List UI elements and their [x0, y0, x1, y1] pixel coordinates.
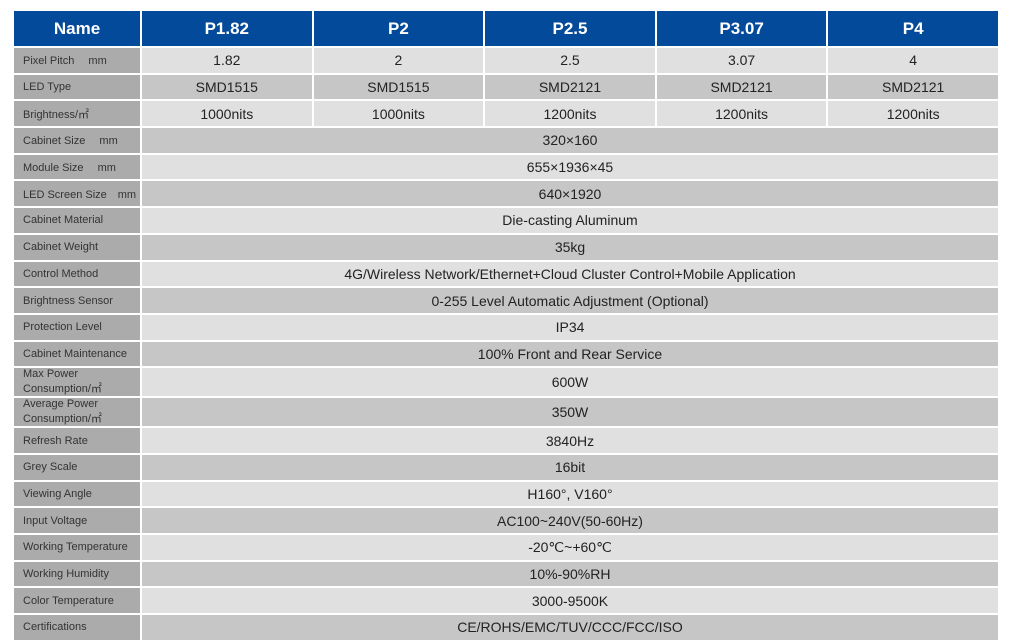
cell-value: IP34: [140, 312, 1000, 342]
column-header: P1.82: [140, 9, 314, 48]
cell-value: 1200nits: [483, 99, 657, 129]
row-label: Brightness/㎡: [12, 99, 142, 129]
column-header: P2.5: [483, 9, 657, 48]
table-row: Pixel Pitch mm 1.82 2 2.5 3.07 4: [12, 46, 1000, 75]
cell-value: H160°, V160°: [140, 479, 1000, 509]
cell-value: 1200nits: [654, 99, 829, 129]
table-row: Cabinet Size mm 320×160: [12, 126, 1000, 155]
row-label: LED Screen Size mm: [12, 179, 142, 209]
cell-value: 320×160: [140, 126, 1000, 155]
row-label: LED Type: [12, 72, 142, 102]
row-label: Cabinet Maintenance: [12, 339, 142, 369]
cell-value: SMD1515: [311, 72, 486, 102]
cell-value: 10%-90%RH: [140, 559, 1000, 589]
table-row: Working Humidity 10%-90%RH: [12, 559, 1000, 589]
cell-value: -20℃~+60℃: [140, 533, 1000, 562]
row-label: Grey Scale: [12, 452, 142, 482]
row-label: Refresh Rate: [12, 426, 142, 455]
table-row: Module Size mm 655×1936×45: [12, 152, 1000, 182]
row-label: Module Size mm: [12, 152, 142, 182]
cell-value: SMD2121: [826, 72, 1000, 102]
table-row: Cabinet Material Die-casting Aluminum: [12, 206, 1000, 235]
column-header: P3.07: [654, 9, 829, 48]
cell-value: 600W: [140, 366, 1000, 399]
cell-value: 4G/Wireless Network/Ethernet+Cloud Clust…: [140, 259, 1000, 289]
column-header: P2: [311, 9, 486, 48]
cell-value: 1200nits: [826, 99, 1000, 129]
cell-value: 3840Hz: [140, 426, 1000, 455]
cell-value: AC100~240V(50-60Hz): [140, 506, 1000, 535]
cell-value: SMD1515: [140, 72, 314, 102]
table-row: Cabinet Maintenance 100% Front and Rear S…: [12, 339, 1000, 369]
row-label: Certifications: [12, 613, 142, 642]
column-header: P4: [826, 9, 1000, 48]
row-label: Working Temperature: [12, 533, 142, 562]
name-header: Name: [12, 9, 142, 48]
cell-value: 0-255 Level Automatic Adjustment (Option…: [140, 286, 1000, 315]
table-row: Protection Level IP34: [12, 312, 1000, 342]
table-row: LED Screen Size mm 640×1920: [12, 179, 1000, 209]
cell-value: 16bit: [140, 452, 1000, 482]
cell-value: 100% Front and Rear Service: [140, 339, 1000, 369]
table-row: Brightness Sensor 0-255 Level Automatic A…: [12, 286, 1000, 315]
cell-value: SMD2121: [483, 72, 657, 102]
table-row: Brightness/㎡ 1000nits 1000nits 1200nits 1200…: [12, 99, 1000, 129]
cell-value: 3.07: [654, 46, 829, 75]
row-label: Cabinet Size mm: [12, 126, 142, 155]
cell-value: CE/ROHS/EMC/TUV/CCC/FCC/ISO: [140, 613, 1000, 642]
cell-value: SMD2121: [654, 72, 829, 102]
table-row: Grey Scale 16bit: [12, 452, 1000, 482]
table-row: Working Temperature -20℃~+60℃: [12, 533, 1000, 562]
cell-value: 655×1936×45: [140, 152, 1000, 182]
cell-value: 1.82: [140, 46, 314, 75]
cell-value: 2: [311, 46, 486, 75]
table-row: Input Voltage AC100~240V(50-60Hz): [12, 506, 1000, 535]
row-label: Pixel Pitch mm: [12, 46, 142, 75]
table-row: LED Type SMD1515 SMD1515 SMD2121 SMD2121 SMD2…: [12, 72, 1000, 102]
row-label: Cabinet Weight: [12, 232, 142, 262]
table-row: Average Power Consumption/㎡ 350W: [12, 396, 1000, 429]
table-row: Control Method 4G/Wireless Network/Ethern…: [12, 259, 1000, 289]
cell-value: 1000nits: [140, 99, 314, 129]
row-label: Max Power Consumption/㎡: [12, 366, 142, 399]
row-label: Brightness Sensor: [12, 286, 142, 315]
row-label: Input Voltage: [12, 506, 142, 535]
cell-value: 3000-9500K: [140, 586, 1000, 616]
spec-table: Name P1.82 P2 P2.5 P3.07 P4 Pixel Pitch mm 1.8…: [12, 9, 1000, 642]
table-row: Refresh Rate 3840Hz: [12, 426, 1000, 455]
cell-value: 4: [826, 46, 1000, 75]
table-row: Max Power Consumption/㎡ 600W: [12, 366, 1000, 399]
cell-value: 350W: [140, 396, 1000, 429]
cell-value: 640×1920: [140, 179, 1000, 209]
cell-value: 35kg: [140, 232, 1000, 262]
row-label: Protection Level: [12, 312, 142, 342]
table-row: Color Temperature 3000-9500K: [12, 586, 1000, 616]
cell-value: 2.5: [483, 46, 657, 75]
row-label: Viewing Angle: [12, 479, 142, 509]
table-row: Cabinet Weight 35kg: [12, 232, 1000, 262]
row-label: Control Method: [12, 259, 142, 289]
row-label: Working Humidity: [12, 559, 142, 589]
row-label: Average Power Consumption/㎡: [12, 396, 142, 429]
table-row: Viewing Angle H160°, V160°: [12, 479, 1000, 509]
cell-value: Die-casting Aluminum: [140, 206, 1000, 235]
row-label: Color Temperature: [12, 586, 142, 616]
table-row: Certifications CE/ROHS/EMC/TUV/CCC/FCC/IS…: [12, 613, 1000, 642]
header-row: Name P1.82 P2 P2.5 P3.07 P4: [12, 9, 1000, 48]
cell-value: 1000nits: [311, 99, 486, 129]
row-label: Cabinet Material: [12, 206, 142, 235]
